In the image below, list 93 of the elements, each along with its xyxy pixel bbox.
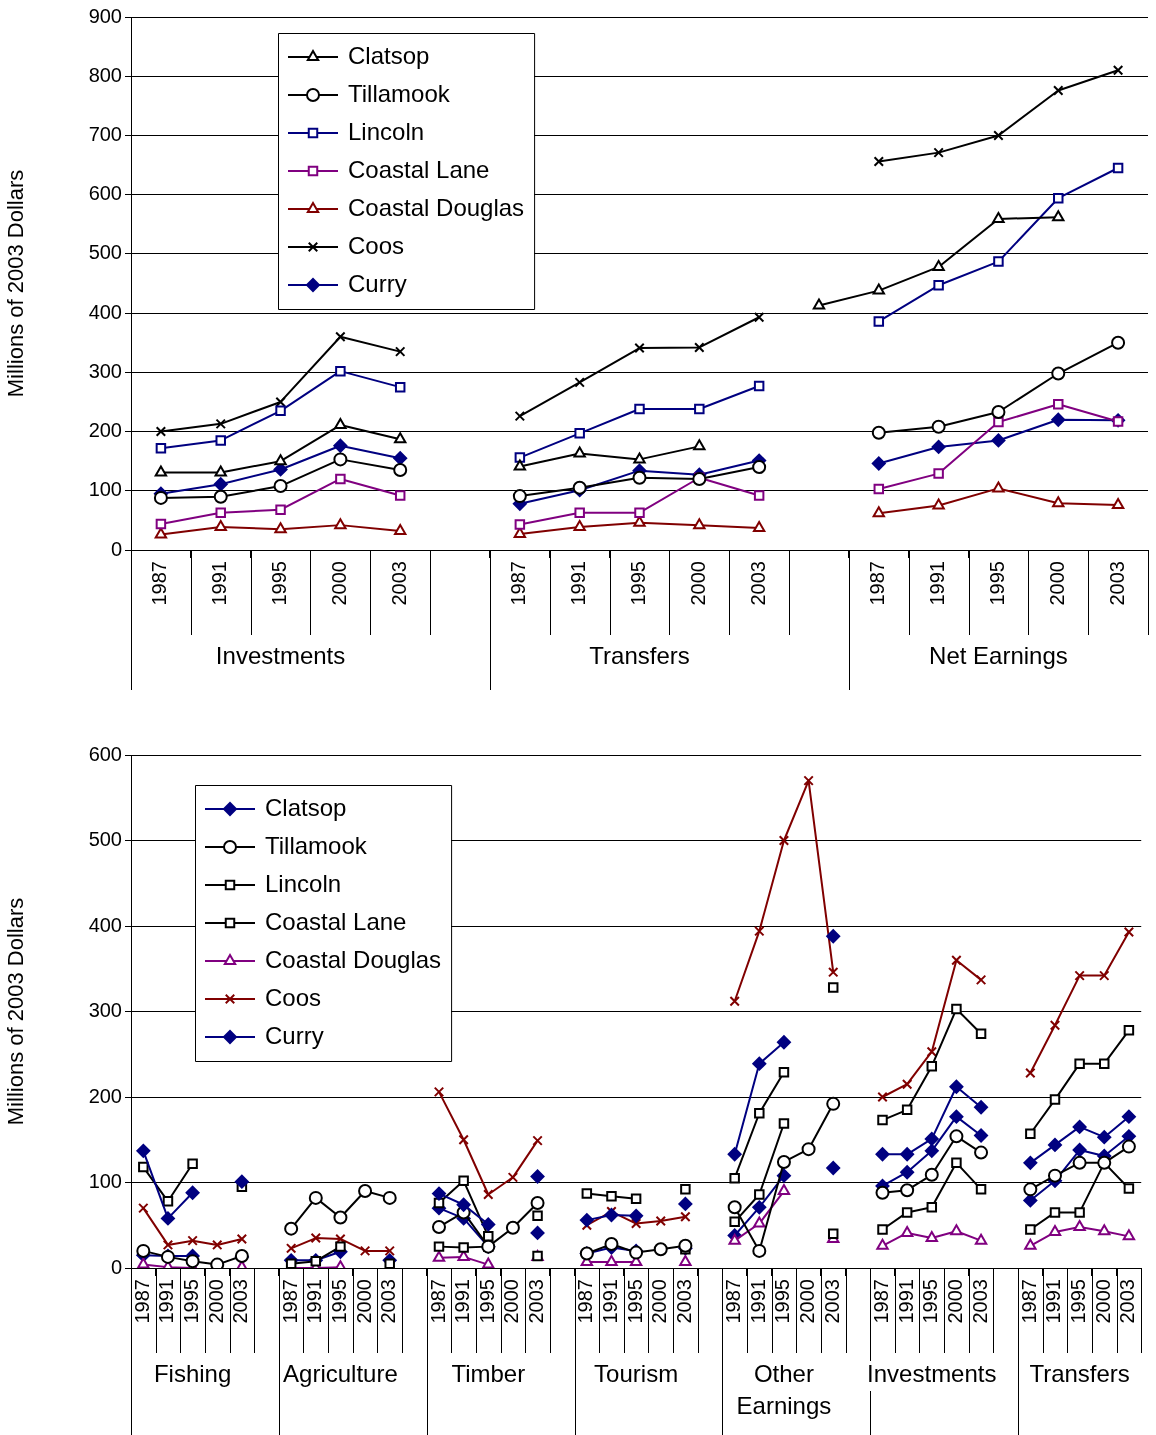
legend-label: Coos bbox=[348, 231, 405, 259]
text: Investments bbox=[215, 641, 346, 669]
x-tick-label: 2000 bbox=[327, 561, 350, 606]
legend-label: Clatsop bbox=[348, 41, 430, 69]
y-tick-label: 200 bbox=[88, 1084, 122, 1107]
legend-label: Lincoln bbox=[265, 869, 342, 897]
text: Timber bbox=[451, 1359, 526, 1387]
y-tick-label: 100 bbox=[88, 478, 122, 501]
x-tick-label: 1991 bbox=[926, 561, 949, 606]
x-tick-label: 1995 bbox=[268, 561, 291, 606]
y-axis-title: Millions of 2003 Dollars bbox=[3, 897, 29, 1126]
x-tick-label: 1987 bbox=[870, 1279, 893, 1324]
legend-label: Coastal Douglas bbox=[348, 193, 525, 221]
legend-label: Coastal Douglas bbox=[265, 945, 442, 973]
x-tick-label: 1995 bbox=[985, 561, 1008, 606]
legend-label: Tillamook bbox=[265, 831, 368, 859]
x-tick-label: 1995 bbox=[623, 1279, 646, 1324]
x-tick-label: 2003 bbox=[377, 1279, 400, 1324]
x-tick-label: 2000 bbox=[648, 1279, 671, 1324]
x-tick-label: 2003 bbox=[968, 1279, 991, 1324]
x-tick-label: 2003 bbox=[229, 1279, 252, 1324]
y-tick-label: 100 bbox=[88, 1170, 122, 1193]
x-tick-label: 1987 bbox=[130, 1279, 153, 1324]
text: Transfers bbox=[589, 641, 690, 669]
text: Transfers bbox=[1029, 1359, 1130, 1387]
x-tick-label: 1991 bbox=[894, 1279, 917, 1324]
x-tick-label: 1995 bbox=[475, 1279, 498, 1324]
y-tick-label: 400 bbox=[88, 913, 122, 936]
x-tick-label: 2003 bbox=[672, 1279, 695, 1324]
legend-label: Curry bbox=[348, 269, 407, 297]
text: Other Earnings bbox=[736, 1359, 832, 1419]
y-tick-label: 500 bbox=[88, 241, 122, 264]
x-tick-label: 1995 bbox=[327, 1279, 350, 1324]
x-tick-label: 1991 bbox=[598, 1279, 621, 1324]
legend-label: Coos bbox=[265, 983, 322, 1011]
x-tick-label: 1987 bbox=[507, 561, 530, 606]
x-tick-label: 1987 bbox=[148, 561, 171, 606]
x-tick-label: 2000 bbox=[352, 1279, 375, 1324]
y-tick-label: 800 bbox=[88, 63, 122, 86]
x-tick-label: 1987 bbox=[278, 1279, 301, 1324]
x-tick-label: 2000 bbox=[943, 1279, 966, 1324]
text: Agriculture bbox=[283, 1359, 398, 1387]
x-tick-label: 2003 bbox=[820, 1279, 843, 1324]
x-tick-label: 1987 bbox=[574, 1279, 597, 1324]
text: Investments bbox=[867, 1359, 997, 1387]
y-tick-label: 500 bbox=[88, 828, 122, 851]
x-tick-label: 1995 bbox=[1067, 1279, 1090, 1324]
y-tick-label: 300 bbox=[88, 999, 122, 1022]
legend-label: Coastal Lane bbox=[265, 907, 407, 935]
x-tick-label: 2000 bbox=[1091, 1279, 1114, 1324]
text: Fishing bbox=[153, 1359, 232, 1387]
x-tick-label: 1995 bbox=[919, 1279, 942, 1324]
x-tick-label: 2003 bbox=[1105, 561, 1128, 606]
x-tick-label: 1991 bbox=[208, 561, 231, 606]
legend-label: Curry bbox=[265, 1021, 324, 1049]
text: Tourism bbox=[594, 1359, 679, 1387]
legend-label: Lincoln bbox=[348, 117, 425, 145]
y-tick-label: 600 bbox=[88, 182, 122, 205]
y-tick-label: 600 bbox=[88, 742, 122, 765]
legend-label: Coastal Lane bbox=[348, 155, 490, 183]
x-tick-label: 2003 bbox=[746, 561, 769, 606]
x-tick-label: 1987 bbox=[1017, 1279, 1040, 1324]
x-tick-label: 1987 bbox=[426, 1279, 449, 1324]
x-tick-label: 1995 bbox=[771, 1279, 794, 1324]
x-tick-label: 2000 bbox=[686, 561, 709, 606]
x-tick-label: 1987 bbox=[722, 1279, 745, 1324]
y-tick-label: 200 bbox=[88, 419, 122, 442]
x-tick-label: 1991 bbox=[1042, 1279, 1065, 1324]
x-tick-label: 1991 bbox=[567, 561, 590, 606]
y-axis-title: Millions of 2003 Dollars bbox=[3, 169, 29, 398]
x-tick-label: 2003 bbox=[387, 561, 410, 606]
x-tick-label: 1987 bbox=[866, 561, 889, 606]
x-tick-label: 1995 bbox=[180, 1279, 203, 1324]
x-tick-label: 1991 bbox=[451, 1279, 474, 1324]
x-tick-label: 1995 bbox=[627, 561, 650, 606]
legend-label: Tillamook bbox=[348, 79, 451, 107]
x-tick-label: 2000 bbox=[796, 1279, 819, 1324]
x-tick-label: 2003 bbox=[525, 1279, 548, 1324]
y-tick-label: 700 bbox=[88, 122, 122, 145]
legend-label: Clatsop bbox=[265, 793, 347, 821]
x-tick-label: 2000 bbox=[204, 1279, 227, 1324]
x-tick-label: 1991 bbox=[155, 1279, 178, 1324]
y-tick-label: 0 bbox=[110, 1255, 122, 1278]
y-tick-label: 400 bbox=[88, 300, 122, 323]
x-tick-label: 2000 bbox=[1045, 561, 1068, 606]
x-tick-label: 1991 bbox=[746, 1279, 769, 1324]
y-tick-label: 300 bbox=[88, 359, 122, 382]
x-tick-label: 1991 bbox=[303, 1279, 326, 1324]
x-tick-label: 2003 bbox=[1116, 1279, 1139, 1324]
y-tick-label: 900 bbox=[88, 4, 122, 27]
x-tick-label: 2000 bbox=[500, 1279, 523, 1324]
y-tick-label: 0 bbox=[110, 537, 122, 560]
text: Net Earnings bbox=[929, 641, 1068, 669]
